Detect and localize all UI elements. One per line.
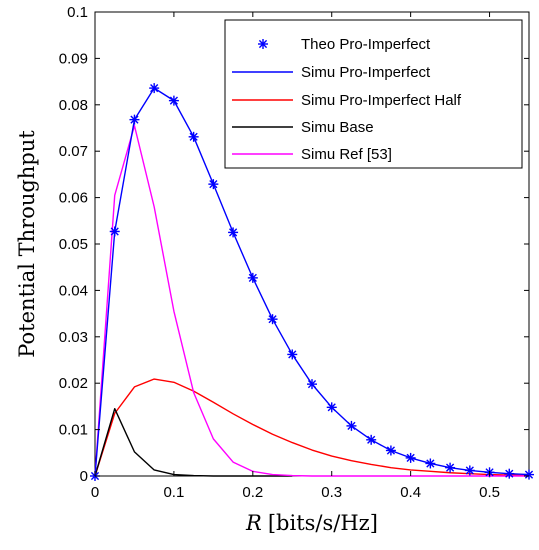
data-point bbox=[385, 445, 396, 456]
data-point bbox=[346, 420, 357, 431]
x-tick-label: 0.4 bbox=[400, 484, 421, 501]
legend-label: Simu Pro-Imperfect Half bbox=[301, 92, 462, 109]
x-tick-label: 0.1 bbox=[163, 484, 184, 501]
legend-label: Simu Ref [53] bbox=[301, 146, 392, 163]
data-point bbox=[326, 402, 337, 413]
data-point bbox=[464, 465, 475, 476]
legend-item-theo-pro-imperfect: Theo Pro-Imperfect bbox=[258, 36, 431, 53]
x-tick-label: 0.3 bbox=[321, 484, 342, 501]
data-point bbox=[267, 314, 278, 325]
y-tick-label: 0.09 bbox=[59, 50, 88, 67]
data-point bbox=[247, 272, 258, 283]
series-simu-base bbox=[94, 408, 293, 477]
legend-item-simu-pro-imperfect: Simu Pro-Imperfect bbox=[232, 64, 431, 81]
legend: Theo Pro-Imperfect Simu Pro-Imperfect Si… bbox=[224, 19, 523, 169]
x-tick-label: 0.5 bbox=[479, 484, 500, 501]
y-tick-label: 0.07 bbox=[59, 143, 88, 160]
y-tick-label: 0 bbox=[80, 468, 88, 485]
x-axis-label: R [bits/s/Hz] bbox=[245, 511, 378, 535]
y-tick-label: 0.03 bbox=[59, 329, 88, 346]
data-point bbox=[287, 349, 298, 360]
legend-label: Simu Pro-Imperfect bbox=[301, 64, 431, 81]
y-tick-label: 0.04 bbox=[59, 282, 88, 299]
legend-item-simu-ref-53: Simu Ref [53] bbox=[232, 146, 392, 163]
data-point bbox=[425, 458, 436, 469]
y-tick-label: 0.06 bbox=[59, 190, 88, 207]
data-point bbox=[445, 462, 456, 473]
series-line bbox=[94, 378, 530, 477]
legend-label: Theo Pro-Imperfect bbox=[301, 36, 431, 53]
data-point bbox=[188, 131, 199, 142]
y-tick-label: 0.08 bbox=[59, 97, 88, 114]
legend-item-simu-base: Simu Base bbox=[232, 119, 374, 136]
y-tick-label: 0.05 bbox=[59, 236, 88, 253]
x-tick-label: 0 bbox=[91, 484, 99, 501]
x-axis-label-variable: R bbox=[245, 511, 262, 535]
data-point bbox=[208, 179, 219, 190]
data-point bbox=[149, 83, 160, 94]
y-tick-label: 0.1 bbox=[67, 4, 88, 21]
data-point bbox=[504, 468, 515, 479]
series-line bbox=[94, 408, 293, 477]
data-point bbox=[405, 452, 416, 463]
series-simu-ref-53 bbox=[94, 124, 529, 477]
data-point bbox=[129, 114, 140, 125]
legend-box bbox=[224, 19, 523, 169]
y-tick-label: 0.01 bbox=[59, 422, 88, 439]
series-line bbox=[94, 124, 529, 477]
y-tick-label: 0.02 bbox=[59, 375, 88, 392]
data-point bbox=[168, 95, 179, 106]
data-point bbox=[109, 226, 120, 237]
legend-label: Simu Base bbox=[301, 119, 374, 136]
data-point bbox=[307, 379, 317, 390]
data-point bbox=[524, 469, 534, 480]
x-tick-label: 0.2 bbox=[242, 484, 263, 501]
legend-item-simu-pro-imperfect-half: Simu Pro-Imperfect Half bbox=[232, 92, 462, 109]
ticks-layer: 0 0.1 0.2 0.3 0.4 0.5 0 0.01 0.02 0.03 0.04 0.05 0.0… bbox=[59, 4, 529, 501]
data-point bbox=[228, 227, 239, 238]
x-axis-label-unit: [bits/s/Hz] bbox=[268, 511, 378, 535]
series-simu-pro-imperfect-half bbox=[94, 378, 530, 477]
legend-marker-asterisk bbox=[258, 39, 268, 49]
y-axis-label: Potential Throughput bbox=[15, 130, 39, 358]
data-point bbox=[366, 434, 377, 445]
